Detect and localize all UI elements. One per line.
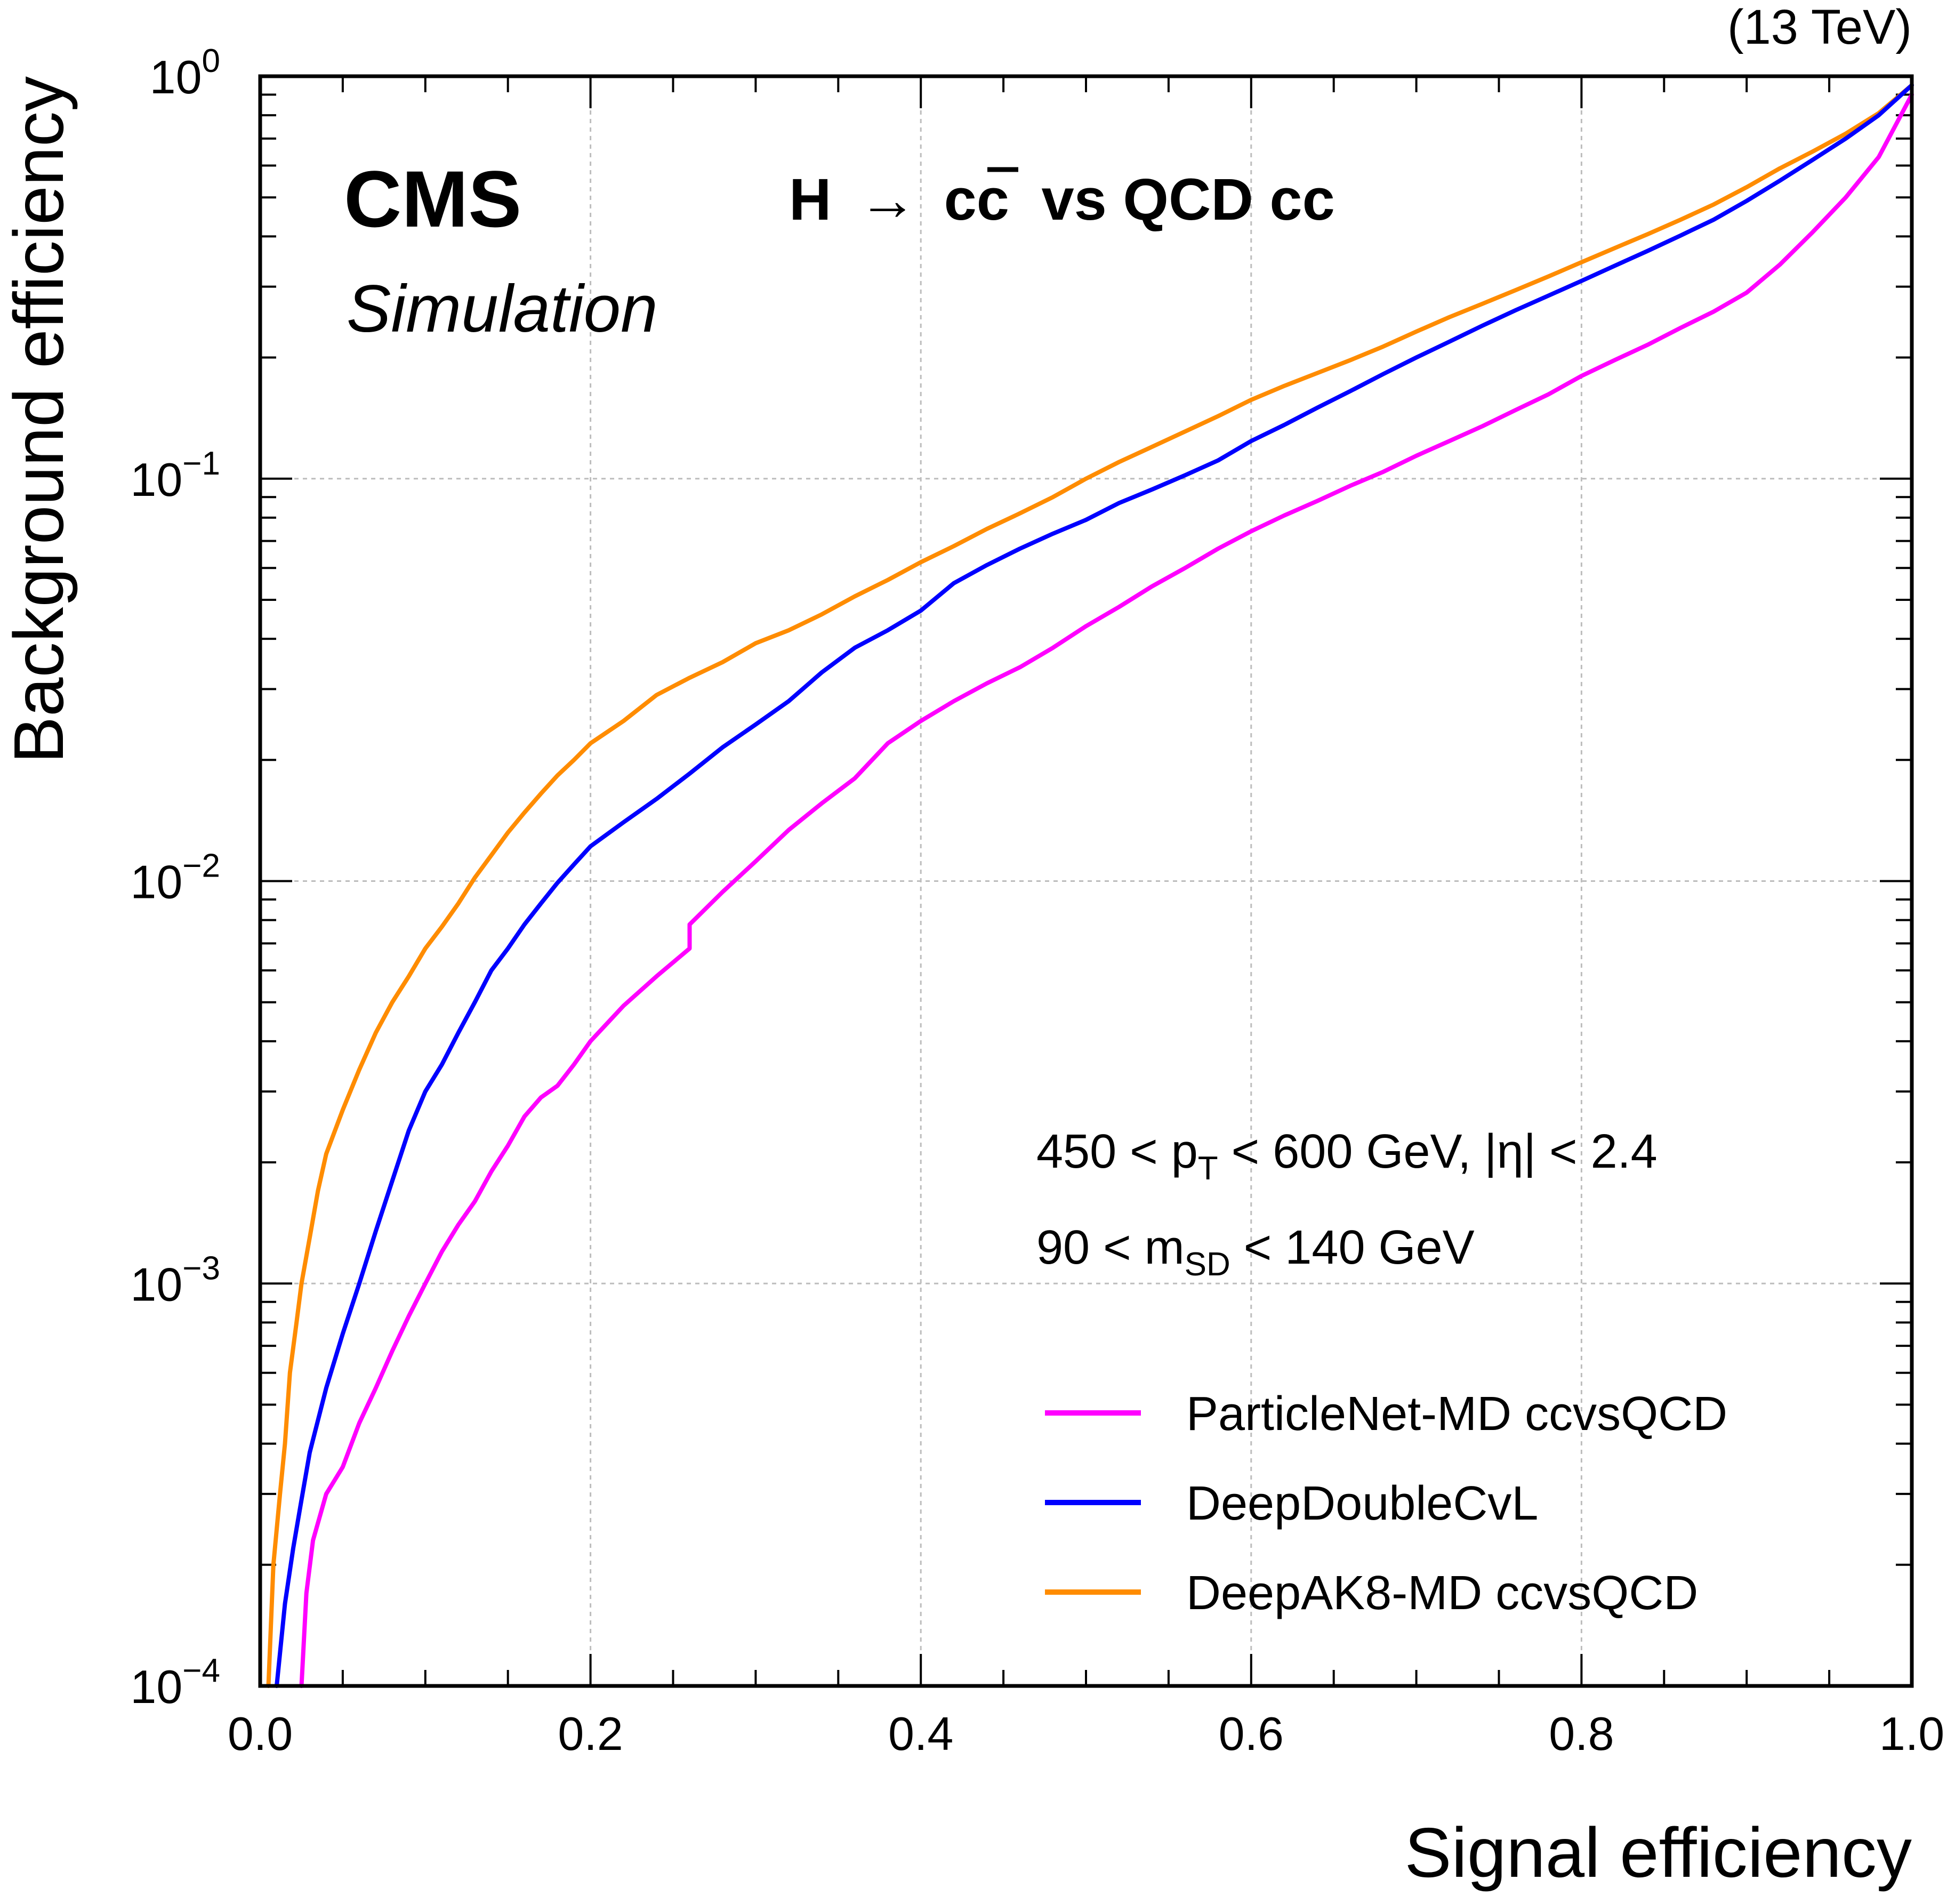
process-higgs: H xyxy=(789,167,831,232)
cut-line-msd: 90 < mSD < 140 GeV xyxy=(1036,1221,1475,1283)
x-tick-label: 0.6 xyxy=(1219,1707,1284,1760)
x-tick-label: 0.0 xyxy=(228,1707,293,1760)
y-tick-base: 10 xyxy=(150,51,202,103)
cut-line-pt: 450 < pT < 600 GeV, |η| < 2.4 xyxy=(1036,1125,1658,1187)
cut-pt-a: 450 < p xyxy=(1036,1125,1198,1178)
curves xyxy=(266,83,1914,1688)
curve-particlenet-md-ccvsqcd xyxy=(299,92,1914,1688)
process-arrow: → xyxy=(858,167,917,232)
curve-deepdoublecvl xyxy=(275,83,1914,1688)
y-tick-base: 10 xyxy=(130,453,182,506)
cut-pt-sub: T xyxy=(1198,1150,1218,1187)
cut-msd-a: 90 < m xyxy=(1036,1221,1185,1274)
grid-layer xyxy=(260,76,1912,1686)
minor-ticks xyxy=(259,75,1913,1687)
curve-deepak8-md-ccvsqcd xyxy=(266,83,1914,1688)
legend-label-deepdoublecvl: DeepDoubleCvL xyxy=(1186,1477,1538,1530)
y-tick-label: 10−1 xyxy=(130,445,220,506)
x-tick-label: 0.8 xyxy=(1549,1707,1614,1760)
plot-frame xyxy=(258,74,1914,1688)
y-tick-label: 10−3 xyxy=(130,1250,220,1311)
x-tick-label: 0.2 xyxy=(558,1707,623,1760)
y-tick-base: 10 xyxy=(130,1660,182,1713)
legend-label-deepak8-md-ccvsqcd: DeepAK8-MD ccvsQCD xyxy=(1186,1566,1698,1620)
process-label: H → cc vs QCD cc xyxy=(789,167,1335,232)
y-axis-title: Background efficiency xyxy=(0,76,78,764)
y-tick-label: 100 xyxy=(150,43,220,103)
y-tick-exponent: −4 xyxy=(182,1652,220,1689)
y-tick-label: 10−2 xyxy=(130,848,220,909)
y-tick-label: 10−4 xyxy=(130,1652,220,1713)
cms-label: CMS xyxy=(344,154,521,244)
legend: ParticleNet-MD ccvsQCD DeepDoubleCvL DeepA… xyxy=(1045,1387,1727,1620)
x-tick-label: 0.4 xyxy=(888,1707,953,1760)
x-tick-label: 1.0 xyxy=(1879,1707,1944,1760)
cut-pt-b: < 600 GeV, |η| < 2.4 xyxy=(1218,1125,1658,1178)
y-tick-base: 10 xyxy=(130,856,182,909)
x-axis-title: Signal efficiency xyxy=(1405,1813,1912,1892)
y-tick-exponent: −2 xyxy=(182,848,220,885)
legend-label-particlenet-md-ccvsqcd: ParticleNet-MD ccvsQCD xyxy=(1186,1387,1727,1441)
process-cc: cc xyxy=(944,167,1009,232)
process-rest: vs QCD cc xyxy=(1042,167,1335,232)
y-tick-exponent: −3 xyxy=(182,1250,220,1287)
cut-msd-sub: SD xyxy=(1185,1246,1230,1283)
cut-msd-b: < 140 GeV xyxy=(1230,1221,1475,1274)
lumi-label: (13 TeV) xyxy=(1727,0,1912,54)
x-tick-labels: 0.0 0.2 0.4 0.6 0.8 1.0 xyxy=(228,1707,1944,1760)
y-tick-exponent: 0 xyxy=(202,43,220,79)
y-tick-exponent: −1 xyxy=(182,445,220,482)
simulation-label: Simulation xyxy=(347,272,658,346)
y-tick-base: 10 xyxy=(130,1258,182,1311)
